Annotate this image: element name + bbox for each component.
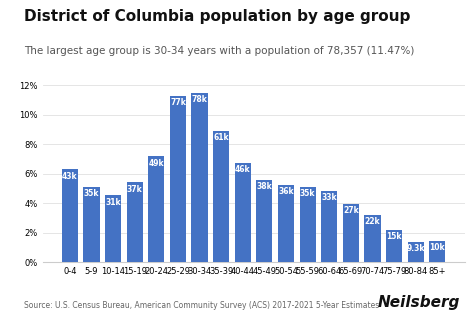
Bar — [62, 169, 78, 262]
Bar — [278, 185, 294, 262]
Bar — [365, 215, 381, 262]
Text: 46k: 46k — [235, 165, 251, 174]
Bar — [343, 204, 359, 262]
Text: 27k: 27k — [343, 206, 359, 215]
Bar — [408, 242, 424, 262]
Text: 9.3k: 9.3k — [406, 245, 425, 253]
Bar — [321, 191, 337, 262]
Text: 31k: 31k — [105, 198, 121, 207]
Text: 35k: 35k — [300, 189, 315, 198]
Text: 36k: 36k — [278, 187, 294, 196]
Text: 33k: 33k — [321, 193, 337, 202]
Bar — [148, 156, 164, 262]
Text: 22k: 22k — [365, 217, 380, 226]
Bar — [235, 163, 251, 262]
Text: Source: U.S. Census Bureau, American Community Survey (ACS) 2017-2021 5-Year Est: Source: U.S. Census Bureau, American Com… — [24, 301, 379, 310]
Bar — [170, 96, 186, 262]
Text: 49k: 49k — [148, 159, 164, 167]
Bar — [191, 93, 208, 262]
Text: 38k: 38k — [256, 182, 272, 191]
Text: 61k: 61k — [213, 133, 229, 142]
Bar — [213, 131, 229, 262]
Bar — [429, 241, 446, 262]
Text: Neilsberg: Neilsberg — [377, 295, 460, 310]
Bar — [300, 187, 316, 262]
Text: 37k: 37k — [127, 185, 143, 194]
Text: 10k: 10k — [429, 243, 445, 252]
Text: The largest age group is 30-34 years with a population of 78,357 (11.47%): The largest age group is 30-34 years wit… — [24, 46, 414, 56]
Bar — [105, 195, 121, 262]
Text: 35k: 35k — [84, 189, 99, 198]
Bar — [256, 180, 273, 262]
Text: 78k: 78k — [191, 95, 208, 104]
Text: 15k: 15k — [386, 232, 402, 241]
Bar — [386, 230, 402, 262]
Bar — [127, 182, 143, 262]
Text: 77k: 77k — [170, 98, 186, 107]
Bar — [83, 187, 100, 262]
Text: District of Columbia population by age group: District of Columbia population by age g… — [24, 9, 410, 24]
Text: 43k: 43k — [62, 172, 78, 180]
